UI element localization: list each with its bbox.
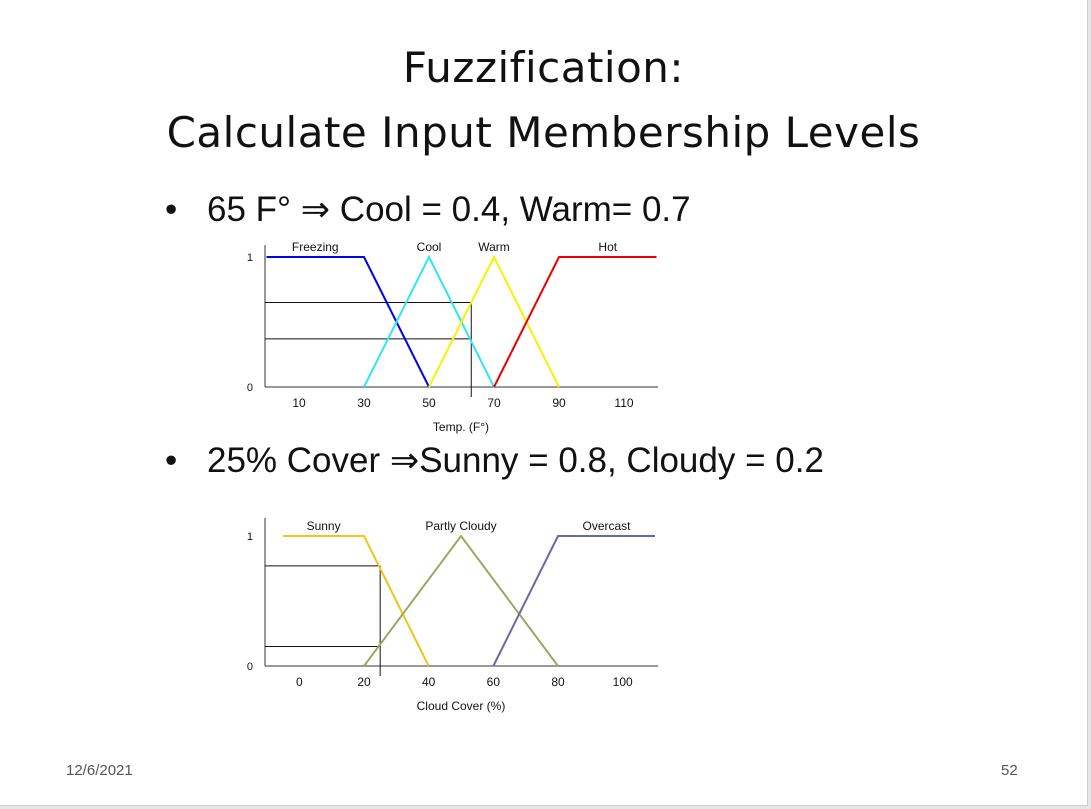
bullet-item-cloud-cover: • 25% Cover ⇒Sunny = 0.8, Cloudy = 0.2: [165, 443, 824, 478]
bullet-item-temperature: • 65 F° ⇒ Cool = 0.4, Warm= 0.7: [165, 192, 691, 227]
bullet-icon: •: [165, 190, 178, 229]
series-line-sunny: [283, 535, 430, 667]
x-tick-label: 100: [613, 675, 633, 689]
x-tick-label: 110: [614, 396, 633, 410]
x-tick-label: 20: [357, 675, 371, 689]
series-label: Partly Cloudy: [425, 519, 496, 533]
series-line-warm: [428, 254, 560, 388]
series-line-partly-cloudy: [363, 534, 559, 667]
series-label: Warm: [478, 240, 510, 254]
y-tick-label: 1: [247, 531, 253, 543]
y-tick-label: 0: [247, 661, 253, 673]
series-label: Sunny: [307, 519, 341, 533]
x-tick-label: 0: [296, 675, 303, 689]
x-tick-label: 10: [292, 396, 306, 410]
x-axis-label: Temp. (F°): [433, 420, 489, 434]
x-tick-label: 80: [551, 675, 565, 689]
slide-number: 52: [1001, 762, 1018, 779]
series-line-freezing: [266, 256, 430, 388]
series-label: Hot: [598, 240, 617, 254]
series-label: Freezing: [292, 240, 339, 254]
x-tick-label: 90: [552, 396, 566, 410]
series-line-hot: [493, 256, 657, 388]
y-tick-label: 1: [247, 252, 253, 264]
series-label: Cool: [417, 240, 442, 254]
x-tick-label: 70: [487, 396, 501, 410]
x-tick-label: 60: [487, 675, 501, 689]
bullet-text-cloud-cover: 25% Cover ⇒Sunny = 0.8, Cloudy = 0.2: [207, 441, 824, 480]
slide-title-line1: Fuzzification:: [402, 43, 685, 92]
y-tick-label: 0: [247, 382, 253, 394]
slide-date: 12/6/2021: [66, 762, 133, 779]
series-label: Overcast: [582, 519, 631, 533]
bullet-icon: •: [165, 441, 178, 480]
slide-title-line2: Calculate Input Membership Levels: [166, 108, 921, 157]
series-line-overcast: [492, 535, 655, 667]
x-tick-label: 50: [422, 396, 436, 410]
x-tick-label: 40: [422, 675, 436, 689]
series-line-cool: [363, 254, 495, 388]
x-axis-label: Cloud Cover (%): [417, 699, 506, 713]
x-tick-label: 30: [357, 396, 371, 410]
bullet-text-temperature: 65 F° ⇒ Cool = 0.4, Warm= 0.7: [207, 190, 691, 229]
